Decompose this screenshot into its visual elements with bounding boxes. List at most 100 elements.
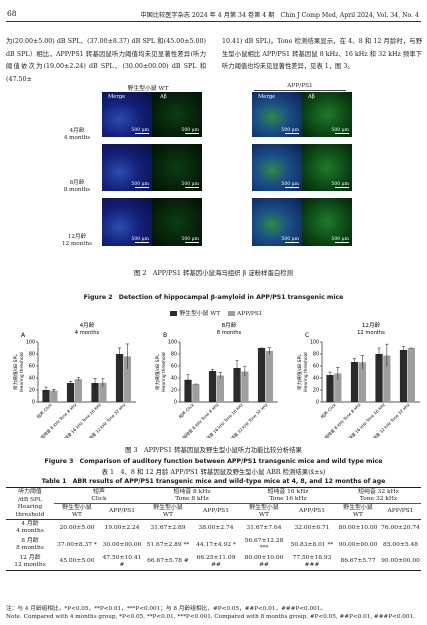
table-cell: 66.25±11.09 ## (192, 553, 240, 571)
table-cell: 32.00±6.71 (294, 524, 330, 531)
legend-swatch-tg (227, 311, 235, 316)
col-merge-wt: Merge (108, 94, 126, 100)
table1-note-en: Note. Compared with 4 months group, *P<0… (6, 614, 415, 620)
table-cell: 31.67±2.89 (150, 524, 186, 531)
row-label: 12 月龄 12 months (6, 553, 54, 571)
fig2-row-label-en: 8 months (63, 187, 91, 193)
table-cell: 37.00±8.37 * (57, 541, 97, 548)
table-row: 8 月龄 8 months 37.00±8.37 * 30.00±00.00 51… (6, 537, 421, 554)
y-tick-label: 20 (171, 388, 177, 394)
figure2-caption-en: Figure 2 Detection of hippocampal β-amyl… (83, 294, 344, 301)
table1-group-16khz: 短纯音 16 kHz Tone 16 kHz (240, 487, 336, 504)
bar (326, 375, 334, 402)
table-cell: 19.00±2.24 (104, 524, 140, 531)
fig2-row-label-cn: 4月龄 (69, 128, 85, 134)
table-cell: 86.67±5.77 (336, 553, 380, 571)
micrograph-wt-ab-4m: 500 μm (152, 92, 202, 137)
micrograph-wt-ab-12m: 500 μm (152, 198, 202, 246)
table-cell: 80.00±10.00 (338, 524, 378, 531)
table1-sub-tg: APP/PS1 (100, 503, 144, 520)
chart-subtitle: 12 months (357, 330, 385, 336)
table-cell: 85.00±5.48 (383, 541, 418, 548)
figure2-group-tg-label: APP/PS1 (287, 83, 313, 89)
micrograph-tg-merge-12m: 500 μm (252, 198, 302, 246)
table-cell: 47.50±10.41 # (100, 553, 144, 571)
chart-subtitle: 4 months (75, 330, 100, 336)
table1-sub-tg: APP/PS1 (192, 503, 240, 520)
y-tick-label: 40 (171, 376, 177, 382)
table1-group-8khz: 短纯音 8 kHz Tone 8 kHz (144, 487, 240, 504)
bar (216, 375, 224, 402)
bar (50, 390, 58, 402)
y-tick-label: 60 (29, 364, 35, 370)
x-tick-label: 短纯音 32 kHz Tone 32 kHz (84, 401, 126, 438)
table-row: 4 月龄 4 months 20.00±5.00 19.00±2.24 31.67… (6, 520, 421, 537)
bar (265, 351, 273, 402)
chart-panel-letter: A (21, 332, 26, 339)
legend-label-wt: 野生型小鼠 WT (179, 311, 221, 317)
table-cell: 30.00±00.00 (102, 541, 142, 548)
table-cell: 56.67±12.28 *** (244, 538, 284, 551)
figure3-caption-en: Figure 3 Comparison of auditory function… (44, 458, 383, 465)
y-tick-label: 100 (310, 340, 319, 346)
figure3-chart-b: 8月龄 8 months B 听力阈值/dB SPL Hearing threshold… (146, 320, 282, 448)
y-tick-label: 80 (171, 352, 177, 358)
y-tick-label: 0 (32, 400, 35, 406)
y-axis-label-en: Hearing threshold (19, 352, 25, 392)
micrograph-tg-ab-12m: 500 μm (302, 198, 352, 246)
y-axis-label-en: Hearing threshold (161, 352, 167, 392)
table-cell: 90.00±00.00 (380, 553, 421, 571)
bar (42, 390, 50, 402)
table1-group-click: 短声 Click (54, 487, 144, 504)
bar (358, 362, 366, 402)
table-cell: 38.00±2.74 (198, 524, 234, 531)
micrograph-tg-merge-4m: 500 μm (252, 92, 302, 137)
x-tick-label: 短声 Click (319, 401, 337, 419)
legend-swatch-wt (170, 311, 178, 316)
table-cell: 31.67±7.64 (246, 524, 282, 531)
micrograph-tg-ab-8m: 500 μm (302, 144, 352, 191)
running-header: 68 中国比较医学杂志 2024 年 4 月第 34 卷第 4 期 Chin J… (6, 8, 421, 22)
y-tick-label: 40 (29, 376, 35, 382)
fig2-row-label-cn: 12月龄 (67, 234, 87, 240)
page-number: 68 (7, 9, 17, 18)
bar (208, 370, 217, 402)
figure2-group-tg: APP/PS1 (252, 83, 348, 91)
figure3-legend: 野生型小鼠 WT APP/PS1 (0, 308, 427, 317)
chart-panel-letter: C (305, 332, 309, 339)
bar (334, 373, 342, 402)
micrograph-tg-ab-4m: 500 μm (302, 92, 352, 137)
bar (407, 348, 415, 402)
micrograph-wt-ab-8m: 500 μm (152, 144, 202, 191)
y-tick-label: 0 (316, 400, 319, 406)
table1-sub-tg: APP/PS1 (288, 503, 336, 520)
y-tick-label: 20 (29, 388, 35, 394)
bar (350, 361, 359, 402)
table-cell: 50.83±8.01 ** (290, 541, 334, 548)
figure-2: 野生型小鼠 WT APP/PS1 Merge Aβ Merge Aβ 4月龄 4… (0, 82, 427, 278)
bar (383, 355, 391, 402)
table-row: 12 月龄 12 months 45.00±5.00 47.50±10.41 # … (6, 553, 421, 571)
bar (66, 382, 75, 402)
table-cell: 20.00±5.00 (59, 524, 95, 531)
chart-panel-letter: B (163, 332, 167, 339)
y-tick-label: 60 (171, 364, 177, 370)
table-cell: 66.67±5.78 # (144, 553, 192, 571)
fig2-row-label-cn: 8月龄 (69, 180, 85, 186)
bar (123, 356, 131, 402)
chart-title: 8月龄 (222, 321, 237, 329)
figure2-group-wt-label: 野生型小鼠 WT (127, 86, 169, 92)
y-axis-label: 听力阈值/dB SPL (154, 354, 161, 390)
fig2-row-label-en: 4 months (63, 135, 91, 141)
col-ab-wt: Aβ (160, 94, 167, 100)
bar (91, 382, 99, 402)
table-cell: 80.00±10.00 ## (240, 553, 288, 571)
journal-info: 中国比较医学杂志 2024 年 4 月第 34 卷第 4 期 Chin J Co… (140, 12, 419, 19)
x-tick-label: 短纯音 32 kHz Tone 32 kHz (226, 401, 268, 438)
y-tick-label: 100 (168, 340, 177, 346)
bar (192, 384, 200, 402)
y-tick-label: 60 (313, 364, 319, 370)
y-axis-label: 听力阈值/dB SPL (296, 354, 303, 390)
bar (375, 354, 383, 402)
bar (115, 354, 124, 402)
